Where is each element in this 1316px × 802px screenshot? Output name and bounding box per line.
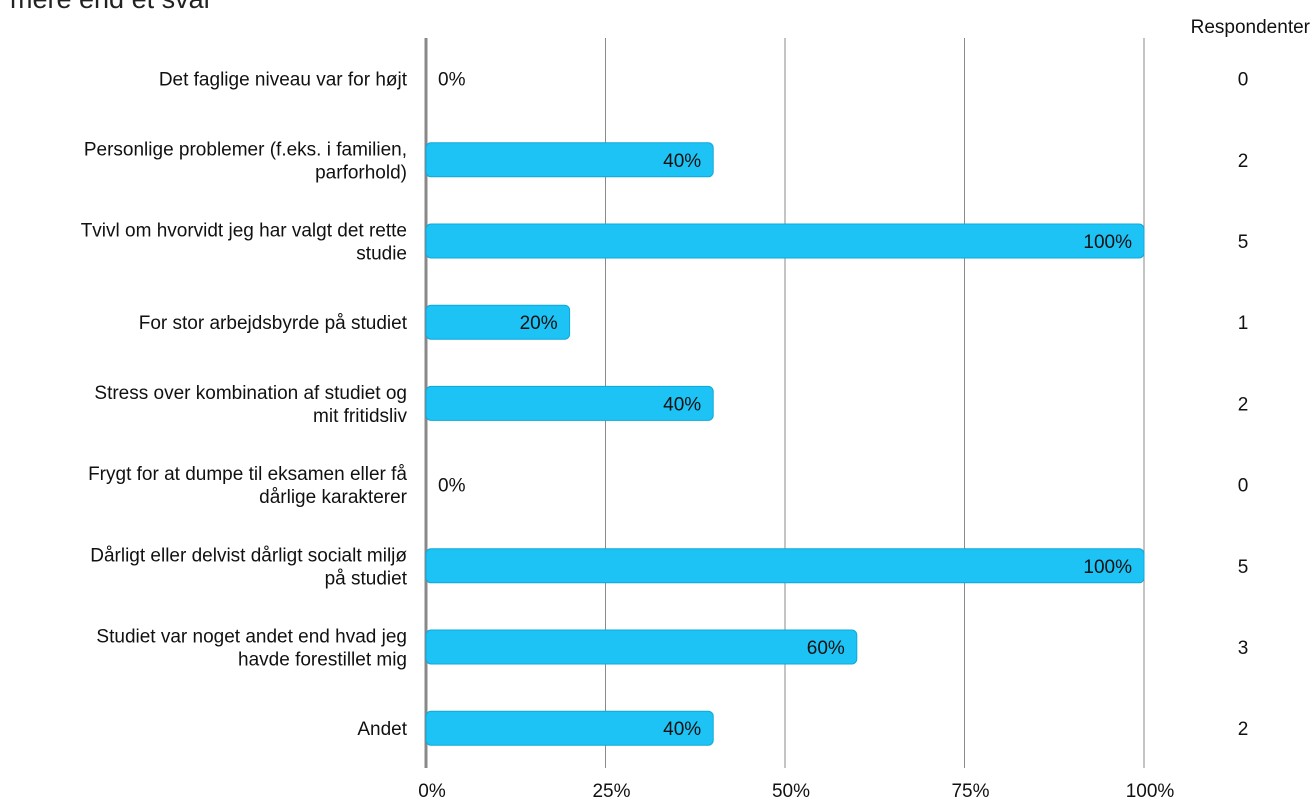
bar-value-label: 0% [438,476,466,497]
category-label: parforhold) [315,162,407,183]
respondent-count: 2 [1238,719,1249,740]
category-label: Det faglige niveau var for højt [159,70,408,91]
respondent-count: 5 [1238,232,1249,253]
category-label: havde forestillet mig [238,650,407,671]
bar-value-label: 100% [1083,557,1132,578]
bar [425,385,714,421]
category-label: For stor arbejdsbyrde på studiet [139,313,408,334]
respondent-count: 0 [1238,70,1249,91]
respondent-count: 0 [1238,476,1249,497]
bar [425,710,714,746]
respondent-count: 2 [1238,394,1249,415]
respondent-count: 3 [1238,638,1249,659]
bar [425,548,1145,584]
respondent-count: 5 [1238,557,1249,578]
bars: 0% 40% 100% 20% 40% 0% 100% 60% 40% [425,70,1145,746]
x-axis-ticks: 0% 25% 50% 75% 100% [418,781,1174,802]
bar-value-label: 40% [663,719,701,740]
respondent-counts: 0 2 5 1 2 0 5 3 2 [1238,70,1249,741]
respondents-column-header: Respondenter [1190,17,1310,38]
bar [425,629,858,665]
x-tick-label: 25% [592,781,630,802]
x-tick-label: 0% [418,781,446,802]
x-tick-label: 50% [772,781,810,802]
chart-title: mere end et svar [10,0,213,15]
category-label: Stress over kombination af studiet og [94,383,407,404]
category-label: Studiet var noget andet end hvad jeg [96,627,407,648]
bar [425,142,714,178]
category-label: Tvivl om hvorvidt jeg har valgt det rett… [81,221,407,242]
bar-value-label: 100% [1083,232,1132,253]
bar [425,223,1145,259]
category-labels: Det faglige niveau var for højt Personlig… [81,70,408,741]
bar-value-label: 60% [807,638,845,659]
respondent-count: 2 [1238,151,1249,172]
bar-value-label: 0% [438,70,466,91]
category-label: mit fritidsliv [313,406,407,427]
x-tick-label: 75% [951,781,989,802]
category-label: Personlige problemer (f.eks. i familien, [84,139,407,160]
bar [425,304,571,340]
x-tick-label: 100% [1126,781,1175,802]
category-label: studie [356,244,407,265]
category-label: Andet [357,719,407,740]
category-label: på studiet [325,568,408,589]
respondent-count: 1 [1238,313,1249,334]
category-label: dårlige karakterer [259,487,408,508]
category-label: Frygt for at dumpe til eksamen eller få [88,464,407,485]
bar-value-label: 20% [520,313,558,334]
bar-value-label: 40% [663,394,701,415]
category-label: Dårligt eller delvist dårligt socialt mi… [90,545,407,566]
bar-value-label: 40% [663,151,701,172]
